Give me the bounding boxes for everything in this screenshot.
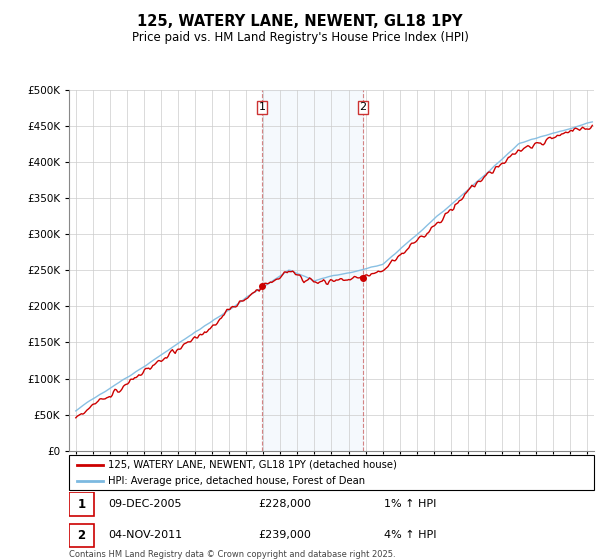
Text: Price paid vs. HM Land Registry's House Price Index (HPI): Price paid vs. HM Land Registry's House …: [131, 31, 469, 44]
Text: 2: 2: [77, 529, 86, 542]
Text: HPI: Average price, detached house, Forest of Dean: HPI: Average price, detached house, Fore…: [109, 477, 365, 486]
Text: Contains HM Land Registry data © Crown copyright and database right 2025.
This d: Contains HM Land Registry data © Crown c…: [69, 550, 395, 560]
Text: 1% ↑ HPI: 1% ↑ HPI: [384, 499, 436, 509]
Text: £239,000: £239,000: [258, 530, 311, 540]
Text: 09-DEC-2005: 09-DEC-2005: [109, 499, 182, 509]
Bar: [262, 90, 363, 451]
FancyBboxPatch shape: [69, 492, 94, 516]
FancyBboxPatch shape: [69, 455, 594, 490]
Text: 1: 1: [259, 102, 265, 112]
Text: 1: 1: [77, 497, 86, 511]
Text: £228,000: £228,000: [258, 499, 311, 509]
Text: 04-NOV-2011: 04-NOV-2011: [109, 530, 182, 540]
Text: 125, WATERY LANE, NEWENT, GL18 1PY (detached house): 125, WATERY LANE, NEWENT, GL18 1PY (deta…: [109, 460, 397, 470]
Text: 125, WATERY LANE, NEWENT, GL18 1PY: 125, WATERY LANE, NEWENT, GL18 1PY: [137, 14, 463, 29]
Text: 2: 2: [359, 102, 367, 112]
FancyBboxPatch shape: [69, 524, 94, 547]
Text: 4% ↑ HPI: 4% ↑ HPI: [384, 530, 437, 540]
